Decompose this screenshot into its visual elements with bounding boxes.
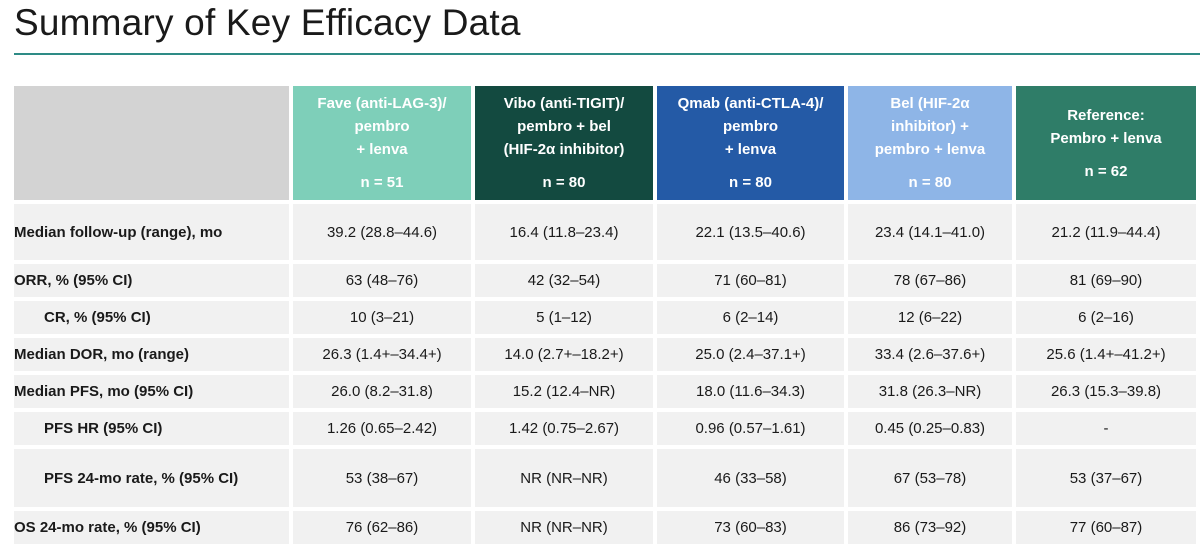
table-cell: 73 (60–83) bbox=[657, 511, 844, 544]
table-cell: 26.3 (1.4+–34.4+) bbox=[293, 338, 471, 371]
table-cell: 22.1 (13.5–40.6) bbox=[657, 204, 844, 260]
column-sample-size: n = 80 bbox=[542, 174, 586, 191]
column-header-vibo: Vibo (anti-TIGIT)/ pembro + bel (HIF-2α … bbox=[475, 86, 653, 200]
table-row-median-pfs: Median PFS, mo (95% CI) 26.0 (8.2–31.8) … bbox=[14, 375, 1196, 408]
table-cell: 53 (37–67) bbox=[1016, 449, 1196, 507]
column-header-bel: Bel (HIF-2α inhibitor) + pembro + lenva … bbox=[848, 86, 1012, 200]
row-label: CR, % (95% CI) bbox=[14, 301, 289, 334]
table-cell: 0.45 (0.25–0.83) bbox=[848, 412, 1012, 445]
column-header-line: pembro bbox=[354, 118, 410, 135]
column-header-reference: Reference: Pembro + lenva n = 62 bbox=[1016, 86, 1196, 200]
table-cell: NR (NR–NR) bbox=[475, 511, 653, 544]
table-cell: 12 (6–22) bbox=[848, 301, 1012, 334]
row-label: Median follow-up (range), mo bbox=[14, 204, 289, 260]
row-label: PFS HR (95% CI) bbox=[14, 412, 289, 445]
table-cell: 26.0 (8.2–31.8) bbox=[293, 375, 471, 408]
row-label: PFS 24-mo rate, % (95% CI) bbox=[14, 449, 289, 507]
efficacy-table: Fave (anti-LAG-3)/ pembro + lenva n = 51… bbox=[10, 82, 1200, 548]
table-cell: 5 (1–12) bbox=[475, 301, 653, 334]
column-header-line: + lenva bbox=[356, 141, 408, 158]
table-row-os-24mo: OS 24-mo rate, % (95% CI) 76 (62–86) NR … bbox=[14, 511, 1196, 544]
table-cell: 25.6 (1.4+–41.2+) bbox=[1016, 338, 1196, 371]
table-row-orr: ORR, % (95% CI) 63 (48–76) 42 (32–54) 71… bbox=[14, 264, 1196, 297]
row-label: Median DOR, mo (range) bbox=[14, 338, 289, 371]
table-cell: 77 (60–87) bbox=[1016, 511, 1196, 544]
table-cell: 14.0 (2.7+–18.2+) bbox=[475, 338, 653, 371]
table-cell: 63 (48–76) bbox=[293, 264, 471, 297]
column-header-line: Reference: bbox=[1067, 106, 1145, 124]
table-cell: 86 (73–92) bbox=[848, 511, 1012, 544]
column-header-fave: Fave (anti-LAG-3)/ pembro + lenva n = 51 bbox=[293, 86, 471, 200]
table-cell: 0.96 (0.57–1.61) bbox=[657, 412, 844, 445]
column-header-line: inhibitor) + bbox=[891, 118, 969, 135]
slide-title: Summary of Key Efficacy Data bbox=[14, 2, 521, 43]
row-label: OS 24-mo rate, % (95% CI) bbox=[14, 511, 289, 544]
table-cell: 6 (2–16) bbox=[1016, 301, 1196, 334]
table-cell: 18.0 (11.6–34.3) bbox=[657, 375, 844, 408]
table-cell: 16.4 (11.8–23.4) bbox=[475, 204, 653, 260]
table-cell: - bbox=[1016, 412, 1196, 445]
table-cell: 46 (33–58) bbox=[657, 449, 844, 507]
header-corner-cell bbox=[14, 86, 289, 200]
table-cell: 76 (62–86) bbox=[293, 511, 471, 544]
column-header-line: Bel (HIF-2α bbox=[890, 95, 970, 112]
row-label: ORR, % (95% CI) bbox=[14, 264, 289, 297]
table-cell: 67 (53–78) bbox=[848, 449, 1012, 507]
column-sample-size: n = 80 bbox=[908, 174, 952, 191]
table-cell: 78 (67–86) bbox=[848, 264, 1012, 297]
table-cell: NR (NR–NR) bbox=[475, 449, 653, 507]
table-row-pfs-24mo: PFS 24-mo rate, % (95% CI) 53 (38–67) NR… bbox=[14, 449, 1196, 507]
table-row-median-follow-up: Median follow-up (range), mo 39.2 (28.8–… bbox=[14, 204, 1196, 260]
table-cell: 39.2 (28.8–44.6) bbox=[293, 204, 471, 260]
table-cell: 15.2 (12.4–NR) bbox=[475, 375, 653, 408]
column-header-qmab: Qmab (anti-CTLA-4)/ pembro + lenva n = 8… bbox=[657, 86, 844, 200]
column-header-line: Qmab (anti-CTLA-4)/ bbox=[677, 95, 824, 112]
column-sample-size: n = 62 bbox=[1084, 162, 1128, 180]
table-row-cr: CR, % (95% CI) 10 (3–21) 5 (1–12) 6 (2–1… bbox=[14, 301, 1196, 334]
column-header-line: Fave (anti-LAG-3)/ bbox=[317, 95, 447, 112]
table-cell: 10 (3–21) bbox=[293, 301, 471, 334]
table-cell: 31.8 (26.3–NR) bbox=[848, 375, 1012, 408]
column-header-line: pembro + lenva bbox=[874, 141, 986, 158]
table-cell: 6 (2–14) bbox=[657, 301, 844, 334]
table-cell: 71 (60–81) bbox=[657, 264, 844, 297]
table-cell: 1.42 (0.75–2.67) bbox=[475, 412, 653, 445]
column-header-line: pembro bbox=[722, 118, 778, 135]
table-cell: 33.4 (2.6–37.6+) bbox=[848, 338, 1012, 371]
column-header-line: (HIF-2α inhibitor) bbox=[503, 141, 625, 158]
table-row-median-dor: Median DOR, mo (range) 26.3 (1.4+–34.4+)… bbox=[14, 338, 1196, 371]
table-cell: 1.26 (0.65–2.42) bbox=[293, 412, 471, 445]
table-cell: 81 (69–90) bbox=[1016, 264, 1196, 297]
table-cell: 53 (38–67) bbox=[293, 449, 471, 507]
table-cell: 21.2 (11.9–44.4) bbox=[1016, 204, 1196, 260]
table-row-pfs-hr: PFS HR (95% CI) 1.26 (0.65–2.42) 1.42 (0… bbox=[14, 412, 1196, 445]
column-header-line: + lenva bbox=[724, 141, 777, 158]
column-sample-size: n = 51 bbox=[360, 174, 404, 191]
table-cell: 26.3 (15.3–39.8) bbox=[1016, 375, 1196, 408]
row-label: Median PFS, mo (95% CI) bbox=[14, 375, 289, 408]
column-header-line: Vibo (anti-TIGIT)/ bbox=[503, 95, 625, 112]
header-row: Fave (anti-LAG-3)/ pembro + lenva n = 51… bbox=[14, 86, 1196, 200]
title-underline bbox=[14, 53, 1200, 55]
column-sample-size: n = 80 bbox=[729, 174, 772, 191]
column-header-line: pembro + bel bbox=[517, 118, 611, 135]
table-cell: 23.4 (14.1–41.0) bbox=[848, 204, 1012, 260]
table-cell: 25.0 (2.4–37.1+) bbox=[657, 338, 844, 371]
column-header-line: Pembro + lenva bbox=[1050, 129, 1162, 147]
table-cell: 42 (32–54) bbox=[475, 264, 653, 297]
